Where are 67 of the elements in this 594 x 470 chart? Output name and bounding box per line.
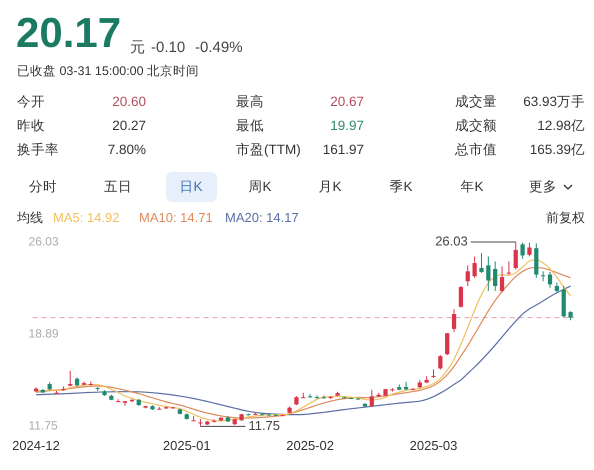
annotation: 11.75 — [248, 418, 280, 433]
text: 12.98亿 — [537, 118, 585, 133]
text: 成交量 — [455, 94, 497, 109]
x-tick-label: 2025-01 — [162, 438, 211, 453]
candlestick — [74, 376, 80, 388]
text: MA10: 14.71 — [139, 210, 213, 225]
candlestick — [493, 260, 498, 292]
text: 总市值 — [455, 142, 497, 157]
text: 年K — [460, 179, 484, 194]
text: 161.97 — [322, 142, 364, 157]
candlestick — [500, 266, 504, 294]
candlestick — [466, 264, 470, 287]
chart-title: 20.17 — [16, 9, 122, 56]
legend-title: 均线 — [17, 210, 43, 225]
candlestick — [370, 389, 374, 408]
text: 换手率 — [17, 142, 59, 157]
x-tick-label: 2025-03 — [410, 438, 458, 453]
candlestick — [479, 252, 484, 274]
text: 已收盘 03-31 15:00:00 北京时间 — [17, 64, 200, 78]
candlestick — [548, 271, 552, 288]
text: 更多 — [529, 179, 557, 194]
y-tick-label: 26.03 — [28, 234, 59, 248]
candlestick — [520, 242, 525, 260]
text: 7.80% — [108, 142, 146, 157]
text: 五日 — [104, 179, 132, 194]
y-tick-label: 11.75 — [28, 418, 58, 433]
candlestick — [527, 242, 532, 257]
text: MA5: 14.92 — [53, 210, 120, 225]
candlestick — [486, 256, 490, 292]
text: 20.60 — [112, 94, 146, 109]
text: 19.97 — [330, 118, 364, 133]
candlestick — [554, 282, 559, 294]
candlestick — [514, 242, 518, 270]
candlestick — [438, 354, 442, 370]
candlestick — [472, 256, 477, 278]
text: -0.10 — [151, 39, 186, 56]
text: 周K — [248, 179, 272, 194]
text: MA20: 14.17 — [225, 210, 299, 225]
text: 分时 — [29, 179, 57, 194]
annotation: 26.03 — [435, 234, 468, 249]
text: 成交额 — [455, 118, 497, 133]
y-tick-label: 18.89 — [28, 326, 59, 341]
text: 今开 — [17, 94, 45, 109]
candlestick — [541, 270, 546, 282]
text: 昨收 — [17, 118, 45, 133]
candlestick — [445, 332, 450, 356]
text: 日K — [179, 179, 203, 194]
candlestick — [452, 308, 456, 333]
x-tick-label: 2024-12 — [12, 438, 60, 453]
text: 20.27 — [112, 118, 146, 133]
candlestick — [191, 416, 196, 422]
text: 最高 — [236, 94, 264, 109]
candlestick — [506, 260, 512, 276]
text: 市盈(TTM) — [236, 142, 301, 157]
text: 元 — [130, 39, 145, 56]
text: 20.67 — [330, 94, 364, 109]
text: 165.39亿 — [530, 142, 585, 157]
text: 月K — [318, 179, 342, 194]
text: -0.49% — [195, 39, 243, 56]
text: 季K — [389, 179, 413, 194]
text: 前复权 — [546, 210, 585, 225]
candlestick — [458, 286, 464, 308]
text: 最低 — [236, 118, 264, 133]
text: 63.93万手 — [523, 94, 585, 109]
x-tick-label: 2025-02 — [286, 438, 334, 453]
candlestick — [568, 310, 573, 321]
candlestick — [68, 370, 72, 387]
